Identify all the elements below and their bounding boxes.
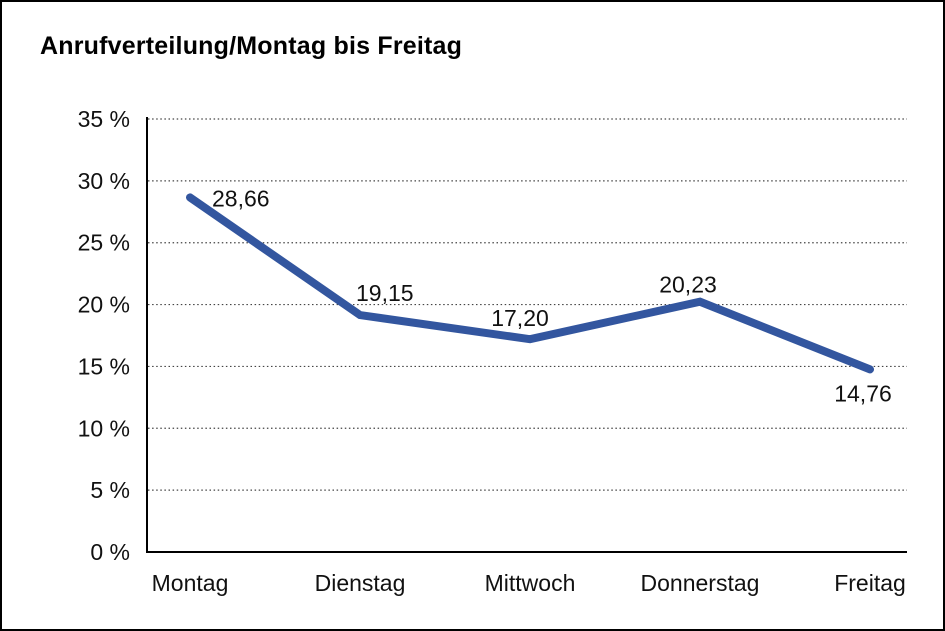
y-tick-label: 0 % (90, 539, 130, 565)
data-point-label: 17,20 (491, 305, 549, 331)
x-axis-label: Freitag (834, 570, 906, 596)
y-tick-label: 35 % (78, 106, 130, 132)
x-axis-label: Montag (152, 570, 229, 596)
data-line (186, 193, 874, 374)
chart-title: Anrufverteilung/Montag bis Freitag (40, 32, 463, 60)
data-point-label: 20,23 (659, 272, 717, 298)
x-axis-label: Dienstag (315, 570, 406, 596)
y-tick-label: 15 % (78, 353, 130, 379)
data-point-label: 28,66 (212, 185, 270, 211)
x-axis-label: Donnerstag (641, 570, 760, 596)
y-tick-label: 20 % (78, 292, 130, 318)
y-tick-label: 25 % (78, 230, 130, 256)
y-tick-label: 30 % (78, 168, 130, 194)
y-tick-label: 10 % (78, 415, 130, 441)
data-point-label: 14,76 (834, 380, 892, 406)
data-point-label: 19,15 (356, 280, 414, 306)
x-axis-label: Mittwoch (485, 570, 576, 596)
y-tick-label: 5 % (90, 477, 130, 503)
